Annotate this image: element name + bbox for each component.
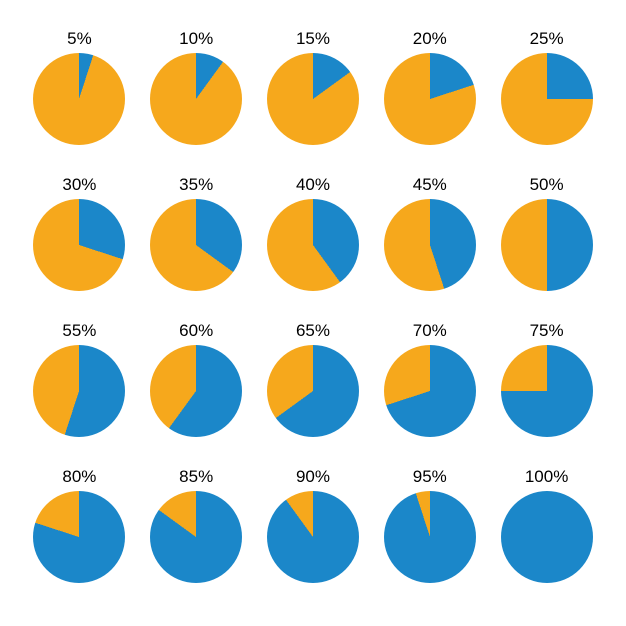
pie-chart-icon [384, 491, 476, 583]
pie-cell: 80% [30, 468, 129, 596]
pie-chart-icon [150, 53, 242, 145]
pie-label: 80% [62, 468, 96, 485]
pie-label: 60% [179, 322, 213, 339]
pie-cell: 65% [264, 322, 363, 450]
pie-cell: 15% [264, 30, 363, 158]
pie-chart-icon [33, 345, 125, 437]
pie-cell: 10% [147, 30, 246, 158]
pie-chart-icon [33, 491, 125, 583]
pie-chart-icon [501, 491, 593, 583]
pie-chart-icon [150, 491, 242, 583]
pie-chart-icon [384, 53, 476, 145]
pie-label: 95% [413, 468, 447, 485]
pie-cell: 35% [147, 176, 246, 304]
pie-cell: 100% [497, 468, 596, 596]
pie-label: 30% [62, 176, 96, 193]
pie-chart-icon [267, 53, 359, 145]
pie-label: 70% [413, 322, 447, 339]
pie-cell: 45% [380, 176, 479, 304]
pie-chart-icon [150, 345, 242, 437]
pie-label: 35% [179, 176, 213, 193]
pie-cell: 25% [497, 30, 596, 158]
pie-chart-icon [384, 199, 476, 291]
pie-label: 10% [179, 30, 213, 47]
pie-label: 40% [296, 176, 330, 193]
pie-cell: 40% [264, 176, 363, 304]
pie-chart-icon [501, 53, 593, 145]
pie-chart-icon [501, 345, 593, 437]
pie-chart-icon [33, 53, 125, 145]
pie-label: 85% [179, 468, 213, 485]
pie-chart-icon [501, 199, 593, 291]
pie-cell: 5% [30, 30, 129, 158]
pie-chart-icon [267, 491, 359, 583]
pie-chart-icon [384, 345, 476, 437]
pie-label: 90% [296, 468, 330, 485]
pie-cell: 20% [380, 30, 479, 158]
pie-label: 50% [530, 176, 564, 193]
pie-label: 25% [530, 30, 564, 47]
pie-cell: 85% [147, 468, 246, 596]
pie-cell: 70% [380, 322, 479, 450]
pie-grid: 5% 10% 15% 20% 25% 30% 35% 40% 45% 50% 5… [0, 0, 626, 626]
pie-label: 5% [67, 30, 92, 47]
pie-label: 100% [525, 468, 568, 485]
pie-cell: 55% [30, 322, 129, 450]
pie-cell: 75% [497, 322, 596, 450]
pie-chart-icon [267, 345, 359, 437]
pie-cell: 90% [264, 468, 363, 596]
pie-label: 20% [413, 30, 447, 47]
pie-label: 55% [62, 322, 96, 339]
pie-cell: 50% [497, 176, 596, 304]
pie-cell: 30% [30, 176, 129, 304]
pie-chart-icon [150, 199, 242, 291]
pie-cell: 95% [380, 468, 479, 596]
pie-label: 65% [296, 322, 330, 339]
pie-chart-icon [267, 199, 359, 291]
pie-label: 75% [530, 322, 564, 339]
pie-chart-icon [33, 199, 125, 291]
pie-cell: 60% [147, 322, 246, 450]
pie-label: 45% [413, 176, 447, 193]
pie-label: 15% [296, 30, 330, 47]
